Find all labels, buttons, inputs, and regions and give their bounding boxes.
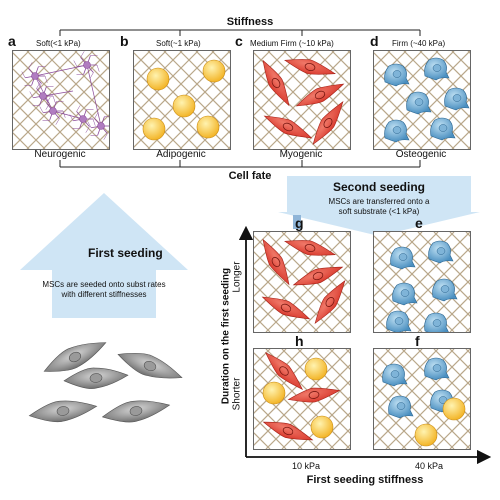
fate-label-adipogenic: Adipogenic: [156, 149, 206, 160]
adipocyte-cell: [262, 381, 286, 405]
y-axis-shorter: Shorter: [231, 377, 243, 411]
adipocyte-cell: [142, 117, 166, 141]
neuron-cell: [69, 105, 96, 133]
stiffness-label-b: Soft(~1 kPa): [156, 39, 201, 48]
osteocyte-cell: [382, 363, 408, 387]
stiffness-label-a: Soft(<1 kPa): [36, 39, 81, 48]
accent-marker: [293, 215, 301, 229]
osteocyte-cell: [388, 395, 414, 419]
panel-a-neurogenic: [12, 50, 110, 150]
panel-f-mixed-shorter: [373, 348, 471, 450]
neuron-cell: [39, 97, 66, 125]
panel-letter-b: b: [120, 33, 129, 49]
neuron-cell: [87, 112, 109, 140]
osteocyte-cell: [386, 310, 412, 332]
osteocyte-cells-illustration: [374, 51, 470, 149]
stiffness-label-c: Medium Firm (~10 kPa): [250, 39, 334, 48]
panel-letter-f: f: [415, 333, 420, 349]
myocyte-cell: [287, 387, 341, 403]
neuron-cell: [73, 51, 100, 79]
y-axis-longer: Longer: [231, 261, 243, 293]
osteocyte-cell: [428, 240, 454, 264]
adipocyte-cell: [442, 397, 466, 421]
myocyte-cell: [295, 83, 345, 107]
panel-h-mixed-shorter: [253, 348, 351, 450]
panel-letter-d: d: [370, 33, 379, 49]
panel-letter-c: c: [235, 33, 243, 49]
panel-letter-e: e: [415, 215, 423, 231]
osteocyte-cell: [432, 278, 458, 302]
first-seeding-text-2: with different stiffnesses: [61, 290, 147, 299]
x-axis-title: First seeding stiffness: [306, 474, 424, 486]
neuron-cell: [29, 82, 56, 110]
stiffness-label-d: Firm (~40 kPa): [392, 39, 446, 48]
adipocyte-cell: [202, 59, 226, 83]
myocyte-cell: [261, 296, 311, 320]
osteocyte-cell: [384, 119, 410, 143]
myocyte-cell: [262, 421, 314, 441]
panel-d-osteogenic: [373, 50, 471, 150]
neuron-cell: [21, 62, 48, 90]
y-axis-title: Duration on the first seeding: [220, 267, 232, 405]
adipocyte-cells-illustration: [134, 51, 230, 149]
panel-g-myogenic-longer: [253, 231, 351, 333]
neuron-cells-illustration: [13, 51, 109, 149]
osteocyte-cell: [424, 357, 450, 381]
mixed-cells-illustration: [374, 349, 470, 449]
osteocyte-cell: [384, 63, 410, 87]
osteocyte-cell: [444, 87, 470, 111]
myocyte-cell: [262, 238, 290, 286]
osteocyte-cell: [430, 117, 456, 141]
panel-letter-h: h: [295, 333, 304, 349]
adipocyte-cell: [414, 423, 438, 447]
adipocyte-cell: [146, 67, 170, 91]
osteocyte-cells-illustration: [374, 232, 470, 332]
adipocyte-cell: [304, 357, 328, 381]
adipocyte-cell: [196, 115, 220, 139]
mixed-cells-illustration: [254, 349, 350, 449]
adipocyte-cell: [172, 94, 196, 118]
adipocyte-cell: [310, 415, 334, 439]
osteocyte-cell: [390, 246, 416, 270]
x-tick-40kpa: 40 kPa: [415, 461, 444, 471]
osteocyte-cell: [424, 57, 450, 81]
x-tick-10kpa: 10 kPa: [292, 461, 321, 471]
myocyte-cell: [262, 59, 290, 107]
first-seeding-text-1: MSCs are seeded onto subst rates: [42, 280, 166, 289]
fate-label-neurogenic: Neurogenic: [34, 149, 86, 160]
cell-fate-title: Cell fate: [228, 170, 272, 182]
myocyte-cell: [284, 240, 337, 256]
stiffness-title: Stiffness: [226, 16, 274, 28]
osteocyte-cell: [392, 282, 418, 306]
panel-letter-g: g: [295, 215, 304, 231]
myocyte-cell: [284, 59, 337, 75]
first-seeding-title: First seeding: [88, 246, 163, 260]
myocyte-cells-illustration: [254, 51, 350, 149]
panel-e-osteogenic-longer: [373, 231, 471, 333]
second-seeding-text-1: MSCs are transferred onto a: [328, 197, 430, 206]
myocyte-cell: [263, 115, 313, 139]
myocyte-cell: [314, 279, 346, 325]
second-seeding-text-2: soft substrate (<1 kPa): [338, 207, 420, 216]
panel-b-adipogenic: [133, 50, 231, 150]
panel-c-myogenic: [253, 50, 351, 150]
fate-label-osteogenic: Osteogenic: [395, 149, 447, 160]
osteocyte-cell: [424, 312, 449, 332]
osteocyte-cell: [406, 91, 432, 115]
panel-letter-a: a: [8, 33, 16, 49]
myocyte-cell: [292, 266, 344, 286]
myocyte-cell: [312, 100, 344, 146]
fate-label-myogenic: Myogenic: [279, 149, 323, 160]
myocyte-cells-illustration: [254, 232, 350, 332]
second-seeding-title: Second seeding: [332, 180, 426, 194]
